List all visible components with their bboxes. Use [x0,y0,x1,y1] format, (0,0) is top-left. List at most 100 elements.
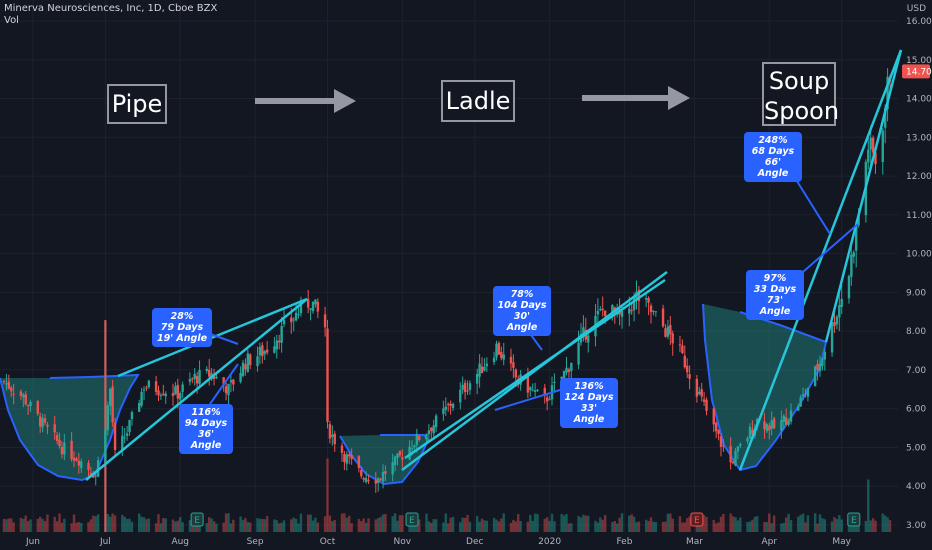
volume-bar [447,523,450,532]
callout-line: 94 Days [184,418,228,429]
volume-bar [323,516,327,532]
volume-bar [739,517,742,532]
candle-body [193,373,196,379]
volume-bar [833,517,836,532]
candle-body [401,457,404,460]
candle-body [596,310,600,315]
volume-bar [635,522,638,532]
trendline-pipe-lower [85,298,308,481]
volume-bar [418,519,421,532]
volume-bar [644,519,648,532]
candle-body [678,344,682,346]
candle-body [379,478,382,480]
candle-body [147,380,151,388]
phase-arrow-2 [582,86,690,110]
volume-bar [111,513,114,532]
candle-body [644,298,648,300]
volume-bar [212,521,216,532]
volume-bar [867,479,870,532]
volume-bar [222,522,225,532]
candle-body [548,399,551,401]
candle-body [427,430,431,435]
volume-bar [495,519,498,532]
volume-bar [113,515,117,532]
earnings-badge [405,512,419,527]
candle-body [159,395,163,397]
candle-body [191,378,194,380]
trendline-spoon-upper [738,49,903,471]
candle-body [577,342,580,365]
volume-bar [746,521,749,532]
candle-body [468,383,472,390]
volume-bar [171,519,175,532]
candle-body [736,446,740,452]
volume-bar [297,523,300,532]
callout-line: 104 Days [497,300,547,311]
candle-body [442,408,445,415]
candle-body [171,392,175,397]
candle-body [326,328,329,422]
candle-body [770,420,773,429]
candle-body [818,363,822,371]
callout-line: 248% [758,135,788,146]
volume-bar [265,515,269,532]
volume-bar [475,515,479,532]
candle-body [806,387,810,397]
candle-body [224,386,228,394]
volume-bar [620,513,624,532]
callout-pointer [795,223,859,279]
volume-bar [770,523,773,532]
candle-body [29,401,32,407]
candle-body [331,434,334,437]
candle-body [323,314,327,328]
candle-body [466,390,469,392]
candlestick-series [2,68,892,493]
volume-bar [125,518,129,532]
candle-body [128,420,131,433]
earnings-badge [190,512,204,527]
candle-body [104,429,107,463]
candle-body [198,370,201,384]
candle-body [500,351,503,359]
candle-body [109,388,112,406]
candle-body [478,363,481,377]
volume-bar [813,513,817,532]
candle-body [712,408,715,425]
volume-bar [587,515,590,532]
volume-bar [702,515,706,532]
candle-body [801,394,805,397]
candle-body [345,454,349,464]
candle-body [263,351,266,355]
candle-body [22,394,25,398]
earnings-badge [690,512,704,527]
callout-line: 68 Days [751,146,795,157]
candle-body [391,462,394,475]
volume-bar [570,523,573,532]
volume-bar [599,517,602,532]
candle-body [410,448,414,450]
volume-bar [647,521,650,532]
volume-bar [41,518,44,532]
candle-body [280,325,283,343]
volume-bar [29,519,32,532]
volume-bars [2,320,892,532]
candle-body [348,454,351,457]
candle-body [683,355,686,368]
candle-body [463,382,467,393]
ladle-bowl-fill [340,435,428,484]
volume-bar [333,520,336,532]
candle-body [562,370,566,380]
volume-bar [799,514,802,532]
earnings-marker: E [405,512,419,527]
volume-bar [290,519,293,532]
candle-body [316,301,320,312]
volume-bar [483,520,486,532]
candle-body [867,149,870,163]
candle-body [343,453,346,462]
volume-bar [208,517,211,532]
volume-bar [72,514,76,532]
volume-bar [364,522,368,532]
candle-body [87,462,90,470]
callout-line: 33' Angle [573,403,605,425]
volume-bar [425,513,428,532]
